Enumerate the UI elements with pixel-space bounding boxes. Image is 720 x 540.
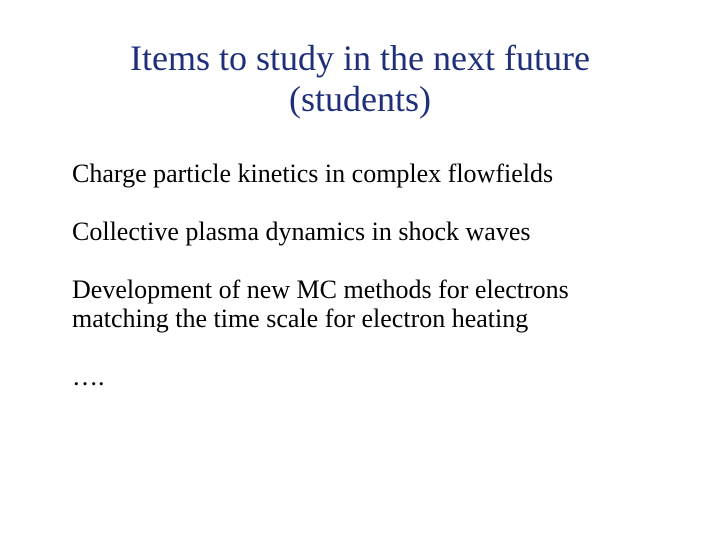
title-line-2: (students) (289, 79, 431, 119)
body-item: …. (72, 362, 660, 392)
body-item: Development of new MC methods for electr… (72, 275, 660, 335)
slide: Items to study in the next future (stude… (0, 0, 720, 540)
body-item: Collective plasma dynamics in shock wave… (72, 217, 660, 247)
title-line-1: Items to study in the next future (130, 38, 590, 78)
body-item: Charge particle kinetics in complex flow… (72, 159, 660, 189)
slide-body: Charge particle kinetics in complex flow… (0, 159, 720, 392)
slide-title: Items to study in the next future (stude… (0, 0, 720, 121)
